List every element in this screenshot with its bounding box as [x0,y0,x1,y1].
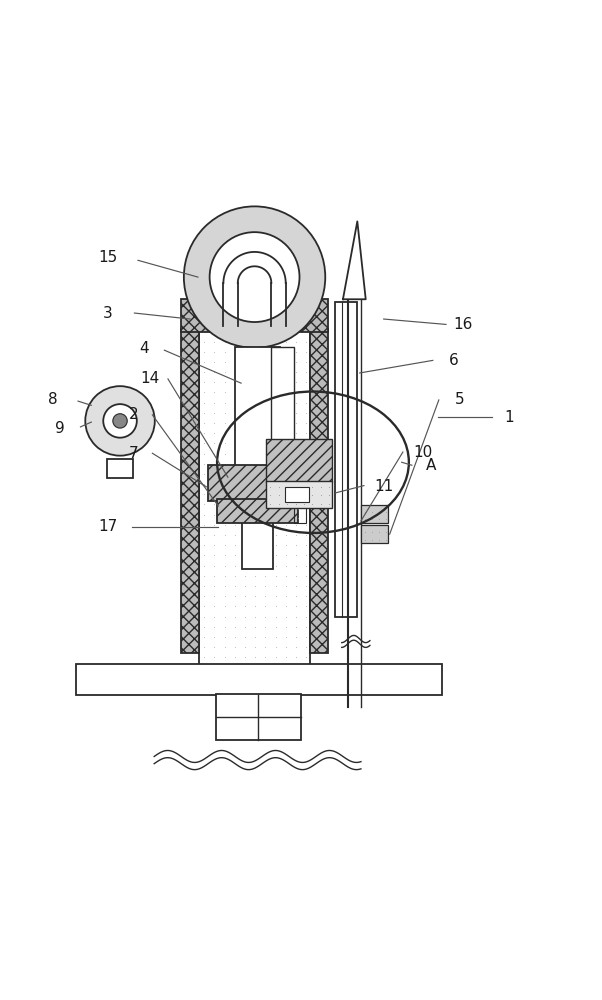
Bar [294,466,306,523]
Bar [361,525,388,543]
Text: 4: 4 [139,341,149,356]
Text: 3: 3 [102,306,113,321]
Circle shape [209,232,300,322]
Text: 14: 14 [140,371,160,386]
Text: 11: 11 [374,479,393,494]
Text: 5: 5 [455,392,465,407]
Bar [335,302,358,617]
Bar [266,439,332,482]
Circle shape [104,404,137,438]
Text: 2: 2 [128,407,138,422]
Bar [208,465,307,501]
Bar [242,522,273,569]
Bar [199,329,310,683]
Bar [361,505,388,523]
Bar [310,329,328,653]
Text: 1: 1 [504,410,514,425]
Text: 17: 17 [98,519,117,534]
Bar [235,347,280,476]
Text: 15: 15 [98,250,117,265]
Circle shape [113,414,127,428]
Bar [216,694,301,740]
Text: 8: 8 [48,392,57,407]
Bar [181,329,199,653]
Circle shape [184,206,325,348]
Bar [266,481,332,508]
Bar [217,499,298,523]
Polygon shape [343,221,366,299]
Bar [107,459,133,478]
Text: 9: 9 [55,421,64,436]
Text: A: A [426,458,436,473]
Bar [76,664,442,695]
Bar [271,347,294,446]
Text: 16: 16 [453,317,473,332]
Circle shape [85,386,155,456]
Bar [285,487,309,502]
Bar [181,299,328,332]
Text: 10: 10 [413,445,432,460]
Text: 7: 7 [128,446,138,461]
Text: 6: 6 [449,353,459,368]
